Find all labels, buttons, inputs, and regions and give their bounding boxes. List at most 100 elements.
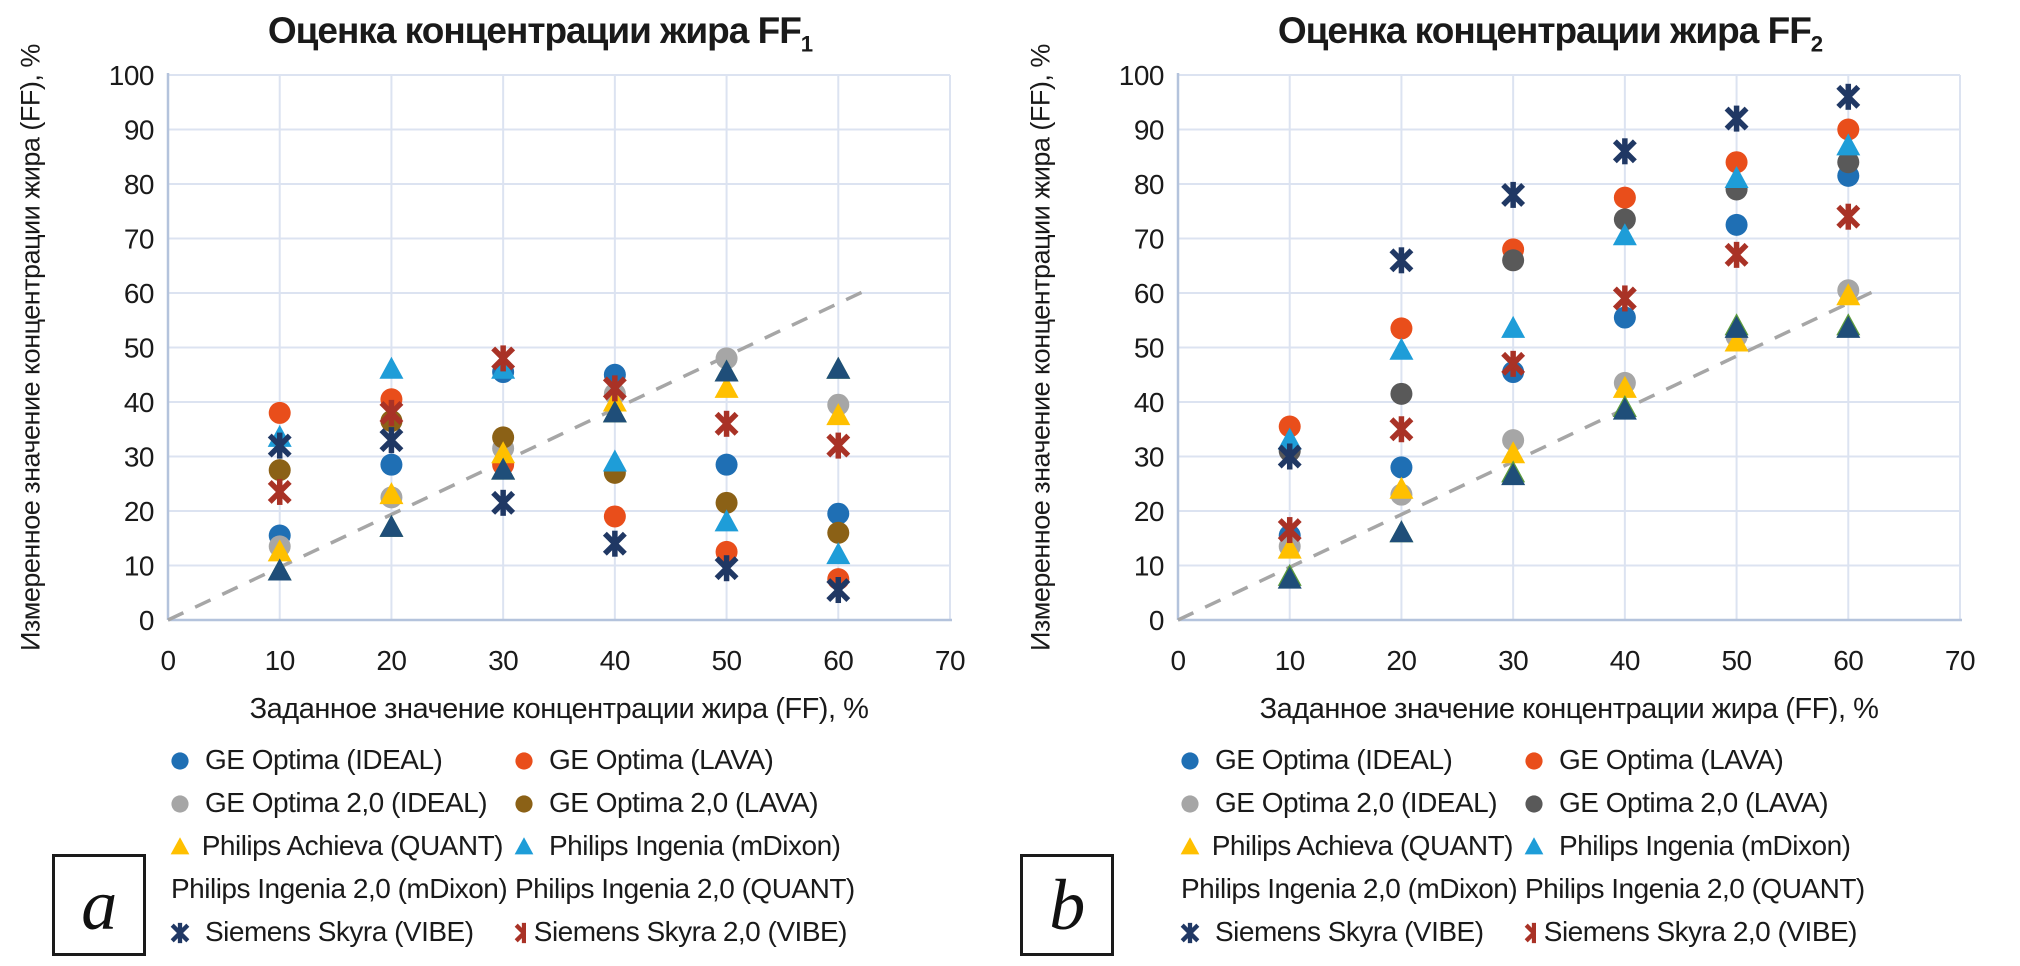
panel-label-letter: b xyxy=(1049,864,1085,945)
asterisk-marker-icon xyxy=(514,922,526,944)
asterisk-marker-icon xyxy=(1524,922,1536,944)
svg-text:0: 0 xyxy=(139,605,154,636)
triangle-marker-icon xyxy=(514,837,534,855)
svg-text:10: 10 xyxy=(124,551,154,582)
svg-text:30: 30 xyxy=(124,442,154,473)
svg-text:50: 50 xyxy=(711,645,741,676)
legend-ff2: GE Optima (IDEAL) GE Optima (LAVA) GE Opti… xyxy=(1010,744,2020,948)
svg-text:70: 70 xyxy=(124,224,154,255)
svg-text:0: 0 xyxy=(160,645,175,676)
legend-item: Philips Ingenia 2,0 (mDixon) xyxy=(163,873,508,905)
asterisk-marker-icon xyxy=(170,922,190,944)
x-axis-title: Заданное значение концентрации жира (FF)… xyxy=(249,693,869,725)
circle-marker-icon xyxy=(1181,795,1199,813)
legend-item-label: Philips Achieva (QUANT) xyxy=(1211,830,1514,861)
svg-text:100: 100 xyxy=(1119,60,1164,91)
legend-item-label: Siemens Skyra (VIBE) xyxy=(205,916,474,947)
legend-item-label: GE Optima 2,0 (LAVA) xyxy=(549,787,819,818)
legend-item-label: GE Optima (IDEAL) xyxy=(1215,744,1453,775)
svg-text:0: 0 xyxy=(1170,645,1185,676)
chart-panel-ff2: Оценка концентрации жира FF2 Измеренное … xyxy=(1010,0,2020,966)
legend-item-label: Philips Ingenia 2,0 (mDixon) xyxy=(171,873,508,904)
asterisk-marker-icon xyxy=(1180,922,1200,944)
circle-marker-icon xyxy=(1525,752,1543,770)
svg-text:0: 0 xyxy=(1149,605,1164,636)
svg-text:40: 40 xyxy=(1610,645,1640,676)
chart-title-subscript: 2 xyxy=(1810,31,1823,57)
legend-item-label: Philips Ingenia 2,0 (QUANT) xyxy=(1525,873,1865,904)
legend-item: Philips Achieva (QUANT) xyxy=(163,830,504,862)
legend-item-label: GE Optima 2,0 (IDEAL) xyxy=(205,787,488,818)
svg-text:30: 30 xyxy=(1134,442,1164,473)
chart-title-subscript: 1 xyxy=(800,31,813,57)
legend-item: Philips Ingenia 2,0 (QUANT) xyxy=(1517,873,1865,905)
legend-item: Philips Achieva (QUANT) xyxy=(1173,830,1514,862)
legend-item-label: Siemens Skyra 2,0 (VIBE) xyxy=(533,916,848,947)
svg-text:30: 30 xyxy=(488,645,518,676)
legend-item-label: Philips Ingenia (mDixon) xyxy=(1559,830,1851,861)
legend-item: Siemens Skyra (VIBE) xyxy=(1173,916,1513,948)
legend-item: Siemens Skyra 2,0 (VIBE) xyxy=(507,916,848,948)
svg-text:30: 30 xyxy=(1498,645,1528,676)
panel-label-letter: a xyxy=(81,864,117,945)
circle-marker-icon xyxy=(171,795,189,813)
chart-title-ff2: Оценка концентрации жира FF2 xyxy=(1140,10,1960,57)
svg-text:100: 100 xyxy=(109,60,154,91)
circle-marker-icon xyxy=(1525,795,1543,813)
svg-text:70: 70 xyxy=(935,645,965,676)
legend-item-label: GE Optima (LAVA) xyxy=(1559,744,1784,775)
legend-item-label: GE Optima 2,0 (IDEAL) xyxy=(1215,787,1498,818)
legend-item-label: GE Optima (IDEAL) xyxy=(205,744,443,775)
legend-item-label: Philips Ingenia (mDixon) xyxy=(549,830,841,861)
triangle-marker-icon xyxy=(1180,837,1200,855)
svg-text:80: 80 xyxy=(124,169,154,200)
legend-item: GE Optima 2,0 (IDEAL) xyxy=(1173,787,1513,819)
legend-item: Siemens Skyra (VIBE) xyxy=(163,916,503,948)
svg-text:40: 40 xyxy=(600,645,630,676)
svg-text:70: 70 xyxy=(1945,645,1975,676)
svg-text:90: 90 xyxy=(1134,115,1164,146)
legend-item: Philips Ingenia 2,0 (mDixon) xyxy=(1173,873,1518,905)
chart-title-text: Оценка концентрации жира FF xyxy=(267,10,802,51)
plot-area-ff1: 0 10 20 30 40 50 60 70 80 90 100 0 10 20 30 40 50 60 70 xyxy=(109,60,966,676)
panel-label-b: b xyxy=(1020,854,1114,956)
svg-text:60: 60 xyxy=(1134,278,1164,309)
circle-marker-icon xyxy=(1181,752,1199,770)
legend-item: GE Optima (IDEAL) xyxy=(1173,744,1513,776)
legend-item: Siemens Skyra 2,0 (VIBE) xyxy=(1517,916,1858,948)
legend-ff1: GE Optima (IDEAL) GE Optima (LAVA) GE Opti… xyxy=(0,744,1010,948)
circle-marker-icon xyxy=(515,752,533,770)
legend-item-label: GE Optima (LAVA) xyxy=(549,744,774,775)
legend-item: GE Optima 2,0 (IDEAL) xyxy=(163,787,503,819)
svg-text:50: 50 xyxy=(1134,333,1164,364)
x-axis-title: Заданное значение концентрации жира (FF)… xyxy=(1259,693,1879,725)
svg-text:50: 50 xyxy=(1721,645,1751,676)
legend-item-label: Philips Ingenia 2,0 (mDixon) xyxy=(1181,873,1518,904)
legend-item-label: Siemens Skyra (VIBE) xyxy=(1215,916,1484,947)
svg-text:40: 40 xyxy=(1134,387,1164,418)
legend-item: GE Optima 2,0 (LAVA) xyxy=(1517,787,1857,819)
circle-marker-icon xyxy=(515,795,533,813)
triangle-marker-icon xyxy=(1524,837,1544,855)
legend-item: Philips Ingenia 2,0 (QUANT) xyxy=(507,873,855,905)
svg-text:40: 40 xyxy=(124,387,154,418)
triangle-marker-icon xyxy=(170,837,190,855)
svg-text:10: 10 xyxy=(1275,645,1305,676)
legend-item-label: Siemens Skyra 2,0 (VIBE) xyxy=(1543,916,1858,947)
legend-item: GE Optima 2,0 (LAVA) xyxy=(507,787,847,819)
legend-item: Philips Ingenia (mDixon) xyxy=(507,830,847,862)
svg-text:10: 10 xyxy=(1134,551,1164,582)
legend-item: GE Optima (LAVA) xyxy=(507,744,847,776)
svg-text:90: 90 xyxy=(124,115,154,146)
svg-text:20: 20 xyxy=(376,645,406,676)
svg-text:80: 80 xyxy=(1134,169,1164,200)
svg-text:50: 50 xyxy=(124,333,154,364)
legend-item: GE Optima (LAVA) xyxy=(1517,744,1857,776)
legend-item: GE Optima (IDEAL) xyxy=(163,744,503,776)
svg-text:20: 20 xyxy=(124,496,154,527)
chart-panel-ff1: Оценка концентрации жира FF1 Измеренное … xyxy=(0,10,1010,956)
panel-label-a: a xyxy=(52,854,146,956)
circle-marker-icon xyxy=(171,752,189,770)
chart-title-text: Оценка концентрации жира FF xyxy=(1277,10,1812,51)
